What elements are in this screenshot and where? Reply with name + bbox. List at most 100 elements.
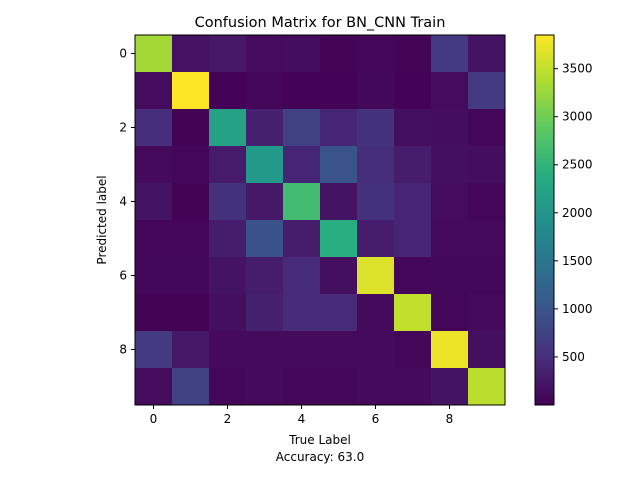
heatmap-frame bbox=[134, 34, 506, 406]
heatmap-cell-7-5 bbox=[320, 294, 358, 332]
heatmap-cell-6-3 bbox=[246, 257, 284, 295]
heatmap-cell-0-4 bbox=[283, 35, 321, 73]
heatmap-cell-9-7 bbox=[394, 368, 432, 406]
y-axis-ticks: 0 2 4 6 8 bbox=[119, 47, 135, 357]
heatmap-cell-1-0 bbox=[135, 72, 173, 110]
heatmap-cell-9-6 bbox=[357, 368, 395, 406]
heatmap-cell-3-4 bbox=[283, 146, 321, 184]
heatmap-cell-1-3 bbox=[246, 72, 284, 110]
heatmap-cell-7-9 bbox=[468, 294, 506, 332]
heatmap-cell-6-5 bbox=[320, 257, 358, 295]
heatmap-cell-8-6 bbox=[357, 331, 395, 369]
heatmap-cells bbox=[135, 35, 506, 406]
heatmap-cell-2-0 bbox=[135, 109, 173, 147]
heatmap-cell-6-1 bbox=[172, 257, 210, 295]
heatmap-cell-1-2 bbox=[209, 72, 247, 110]
heatmap-cell-3-5 bbox=[320, 146, 358, 184]
heatmap-cell-8-7 bbox=[394, 331, 432, 369]
heatmap-cell-3-9 bbox=[468, 146, 506, 184]
heatmap-cell-5-8 bbox=[431, 220, 469, 258]
heatmap-cell-3-8 bbox=[431, 146, 469, 184]
heatmap-cell-9-4 bbox=[283, 368, 321, 406]
heatmap-cell-9-9 bbox=[468, 368, 506, 406]
heatmap-cell-2-1 bbox=[172, 109, 210, 147]
colorbar-tick-label: 500 bbox=[562, 350, 585, 364]
heatmap-cell-7-4 bbox=[283, 294, 321, 332]
heatmap-cell-0-2 bbox=[209, 35, 247, 73]
heatmap-cell-3-6 bbox=[357, 146, 395, 184]
heatmap-cell-2-6 bbox=[357, 109, 395, 147]
heatmap-cell-0-3 bbox=[246, 35, 284, 73]
y-tick-label: 4 bbox=[119, 195, 127, 209]
heatmap-cell-9-8 bbox=[431, 368, 469, 406]
heatmap-cell-6-6 bbox=[357, 257, 395, 295]
heatmap-cell-6-8 bbox=[431, 257, 469, 295]
heatmap-cell-0-9 bbox=[468, 35, 506, 73]
heatmap-cell-8-4 bbox=[283, 331, 321, 369]
heatmap-cell-2-2 bbox=[209, 109, 247, 147]
heatmap-cell-5-9 bbox=[468, 220, 506, 258]
heatmap-cell-1-5 bbox=[320, 72, 358, 110]
accuracy-label: Accuracy: 63.0 bbox=[276, 450, 365, 464]
heatmap-cell-7-1 bbox=[172, 294, 210, 332]
y-tick-label: 2 bbox=[119, 121, 127, 135]
heatmap-cell-1-8 bbox=[431, 72, 469, 110]
heatmap-cell-8-3 bbox=[246, 331, 284, 369]
heatmap-cell-5-1 bbox=[172, 220, 210, 258]
heatmap-cell-2-5 bbox=[320, 109, 358, 147]
heatmap-cell-0-8 bbox=[431, 35, 469, 73]
x-tick-label: 8 bbox=[446, 412, 454, 426]
heatmap-cell-4-2 bbox=[209, 183, 247, 221]
colorbar-tick-label: 1500 bbox=[562, 254, 593, 268]
x-axis-ticks: 0 2 4 6 8 bbox=[150, 405, 454, 426]
heatmap-cell-0-7 bbox=[394, 35, 432, 73]
heatmap-cell-9-0 bbox=[135, 368, 173, 406]
y-axis-label: Predicted label bbox=[95, 175, 109, 264]
heatmap-cell-6-0 bbox=[135, 257, 173, 295]
heatmap-cell-1-9 bbox=[468, 72, 506, 110]
colorbar-tick-label: 2500 bbox=[562, 158, 593, 172]
heatmap-cell-6-7 bbox=[394, 257, 432, 295]
x-tick-label: 2 bbox=[224, 412, 232, 426]
heatmap-cell-4-8 bbox=[431, 183, 469, 221]
heatmap-cell-3-2 bbox=[209, 146, 247, 184]
heatmap-cell-5-6 bbox=[357, 220, 395, 258]
x-tick-label: 0 bbox=[150, 412, 158, 426]
heatmap-cell-4-4 bbox=[283, 183, 321, 221]
heatmap-cell-2-7 bbox=[394, 109, 432, 147]
colorbar-tick-label: 1000 bbox=[562, 302, 593, 316]
heatmap-cell-3-3 bbox=[246, 146, 284, 184]
colorbar-tick-label: 3500 bbox=[562, 62, 593, 76]
heatmap-cell-6-9 bbox=[468, 257, 506, 295]
heatmap-cell-9-2 bbox=[209, 368, 247, 406]
x-axis-label: True Label bbox=[288, 433, 351, 447]
heatmap-cell-7-3 bbox=[246, 294, 284, 332]
heatmap-cell-4-3 bbox=[246, 183, 284, 221]
heatmap-cell-2-8 bbox=[431, 109, 469, 147]
heatmap-cell-7-8 bbox=[431, 294, 469, 332]
heatmap-cell-8-9 bbox=[468, 331, 506, 369]
x-tick-label: 6 bbox=[372, 412, 380, 426]
heatmap-cell-9-1 bbox=[172, 368, 210, 406]
heatmap-cell-1-7 bbox=[394, 72, 432, 110]
heatmap-cell-5-0 bbox=[135, 220, 173, 258]
heatmap-cell-4-9 bbox=[468, 183, 506, 221]
heatmap-cell-5-4 bbox=[283, 220, 321, 258]
colorbar-tick-label: 2000 bbox=[562, 206, 593, 220]
heatmap-cell-3-7 bbox=[394, 146, 432, 184]
heatmap-cell-0-5 bbox=[320, 35, 358, 73]
heatmap-cell-1-6 bbox=[357, 72, 395, 110]
heatmap-cell-8-1 bbox=[172, 331, 210, 369]
heatmap-cell-6-4 bbox=[283, 257, 321, 295]
heatmap-cell-8-5 bbox=[320, 331, 358, 369]
heatmap-cell-0-0 bbox=[135, 35, 173, 73]
colorbar-ticks: 500 1000 1500 2000 2500 3000 3500 bbox=[554, 62, 593, 364]
heatmap-cell-5-2 bbox=[209, 220, 247, 258]
heatmap-cell-7-6 bbox=[357, 294, 395, 332]
heatmap-cell-6-2 bbox=[209, 257, 247, 295]
heatmap-cell-4-7 bbox=[394, 183, 432, 221]
heatmap-cell-7-7 bbox=[394, 294, 432, 332]
heatmap-cell-2-3 bbox=[246, 109, 284, 147]
heatmap-cell-5-7 bbox=[394, 220, 432, 258]
